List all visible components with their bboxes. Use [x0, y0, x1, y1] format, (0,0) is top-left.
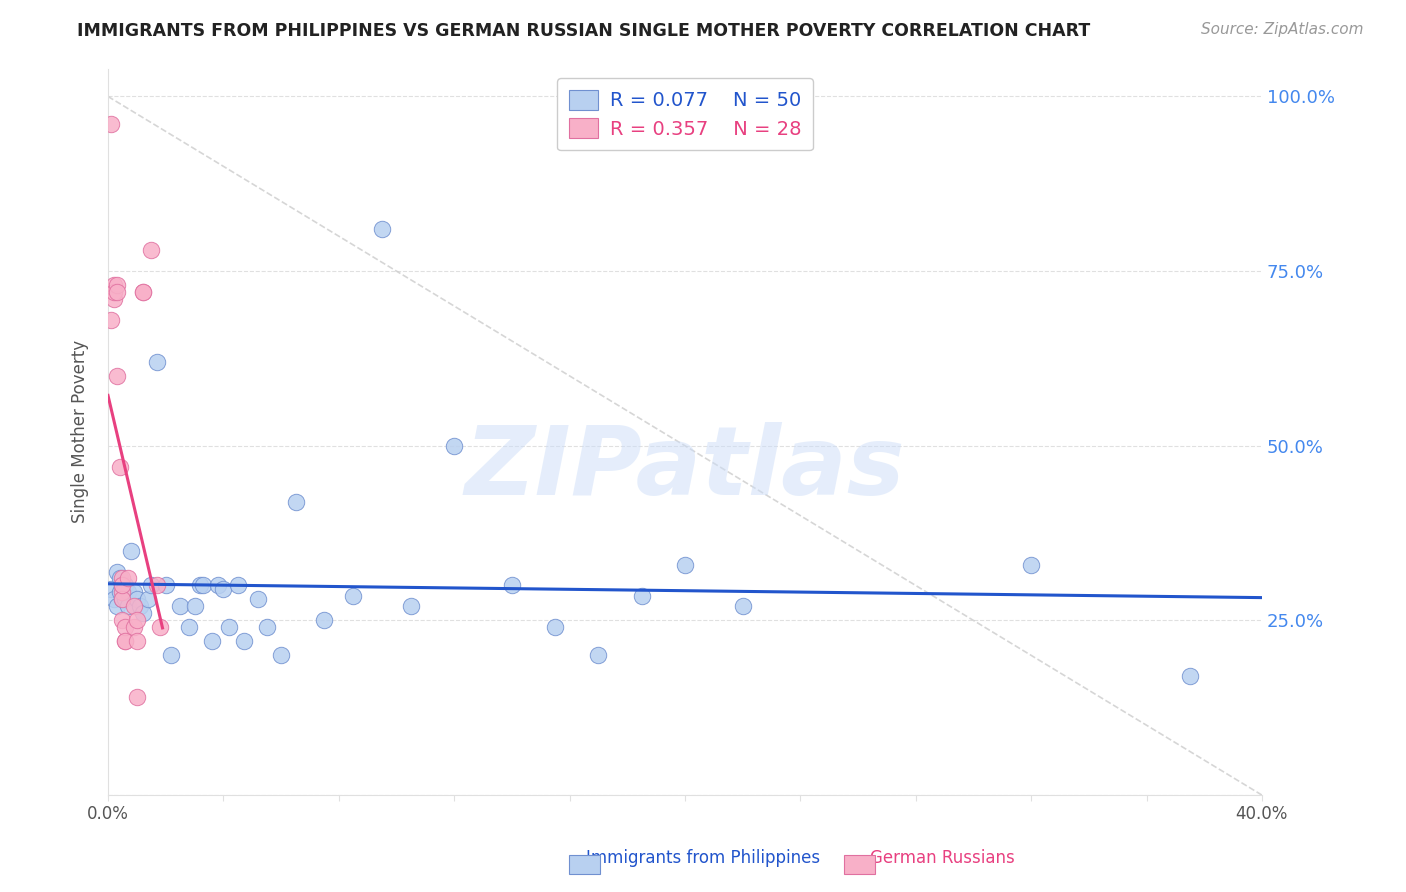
- Point: [138, 592, 160, 607]
- Text: IMMIGRANTS FROM PHILIPPINES VS GERMAN RUSSIAN SINGLE MOTHER POVERTY CORRELATION : IMMIGRANTS FROM PHILIPPINES VS GERMAN RU…: [77, 22, 1091, 40]
- Point: [105, 278, 128, 293]
- Point: [399, 599, 422, 614]
- Point: [125, 614, 148, 628]
- Point: [226, 578, 249, 592]
- Point: [120, 543, 142, 558]
- Point: [342, 589, 364, 603]
- Y-axis label: Single Mother Poverty: Single Mother Poverty: [72, 340, 89, 524]
- Point: [270, 648, 292, 663]
- Point: [105, 368, 128, 383]
- Point: [673, 558, 696, 572]
- Point: [108, 459, 131, 474]
- Text: ZIPatlas: ZIPatlas: [464, 422, 905, 515]
- Point: [207, 578, 229, 592]
- Point: [146, 578, 169, 592]
- Point: [169, 599, 191, 614]
- Point: [105, 565, 128, 579]
- Point: [122, 599, 145, 614]
- Point: [131, 285, 153, 299]
- Point: [105, 285, 128, 299]
- Point: [232, 634, 254, 648]
- Point: [114, 592, 136, 607]
- Point: [103, 592, 125, 607]
- Point: [117, 599, 139, 614]
- Point: [218, 620, 240, 634]
- Point: [131, 285, 153, 299]
- Point: [284, 494, 307, 508]
- Point: [149, 620, 172, 634]
- Point: [141, 243, 163, 257]
- Point: [111, 572, 134, 586]
- Point: [111, 578, 134, 592]
- Point: [443, 439, 465, 453]
- Point: [501, 578, 523, 592]
- Point: [114, 634, 136, 648]
- Point: [256, 620, 278, 634]
- Point: [1019, 558, 1042, 572]
- Point: [1178, 669, 1201, 683]
- Legend: R = 0.077    N = 50, R = 0.357    N = 28: R = 0.077 N = 50, R = 0.357 N = 28: [557, 78, 813, 151]
- Point: [103, 278, 125, 293]
- Point: [128, 599, 150, 614]
- Text: Immigrants from Philippines: Immigrants from Philippines: [586, 849, 820, 867]
- Point: [122, 585, 145, 599]
- Point: [114, 620, 136, 634]
- Point: [193, 578, 215, 592]
- Point: [155, 578, 177, 592]
- Text: German Russians: German Russians: [870, 849, 1014, 867]
- Point: [111, 592, 134, 607]
- Point: [103, 292, 125, 306]
- Point: [371, 222, 394, 236]
- Point: [117, 585, 139, 599]
- Point: [117, 572, 139, 586]
- Point: [125, 690, 148, 705]
- Point: [114, 634, 136, 648]
- Point: [111, 585, 134, 599]
- Point: [100, 117, 122, 131]
- Point: [111, 592, 134, 607]
- Point: [108, 572, 131, 586]
- Point: [131, 607, 153, 621]
- Point: [314, 614, 336, 628]
- Point: [630, 589, 652, 603]
- Point: [125, 634, 148, 648]
- Text: Source: ZipAtlas.com: Source: ZipAtlas.com: [1201, 22, 1364, 37]
- Point: [212, 582, 235, 596]
- Point: [146, 355, 169, 369]
- Point: [177, 620, 200, 634]
- Point: [160, 648, 183, 663]
- Point: [544, 620, 567, 634]
- Point: [246, 592, 269, 607]
- Point: [111, 578, 134, 592]
- Point: [183, 599, 205, 614]
- Point: [588, 648, 610, 663]
- Point: [141, 578, 163, 592]
- Point: [188, 578, 211, 592]
- Point: [122, 620, 145, 634]
- Point: [100, 313, 122, 327]
- Point: [103, 285, 125, 299]
- Point: [114, 578, 136, 592]
- Point: [111, 614, 134, 628]
- Point: [105, 599, 128, 614]
- Point: [108, 585, 131, 599]
- Point: [100, 582, 122, 596]
- Point: [731, 599, 754, 614]
- Point: [125, 592, 148, 607]
- Point: [201, 634, 224, 648]
